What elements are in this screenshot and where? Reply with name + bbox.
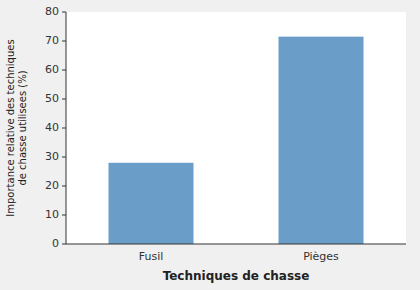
bar	[109, 163, 194, 244]
y-tick	[62, 215, 66, 216]
x-axis-label: Techniques de chasse	[163, 269, 310, 283]
plot-background	[66, 12, 406, 244]
y-tick-label: 50	[45, 92, 59, 105]
y-axis-line	[66, 12, 67, 244]
y-tick-label: 70	[45, 34, 59, 47]
bar	[279, 37, 364, 244]
y-tick-label: 20	[45, 179, 59, 192]
y-tick	[62, 128, 66, 129]
y-tick	[62, 99, 66, 100]
y-axis-label: Importance relative des techniquesde cha…	[5, 39, 28, 216]
y-tick-label: 40	[45, 121, 59, 134]
y-tick	[62, 244, 66, 245]
y-tick	[62, 70, 66, 71]
y-tick-label: 60	[45, 63, 59, 76]
x-axis-ticks: Fusil Pièges	[139, 250, 339, 263]
bars	[109, 37, 364, 244]
y-tick	[62, 157, 66, 158]
y-tick-label: 10	[45, 208, 59, 221]
y-tick-label: 0	[52, 237, 59, 250]
x-axis-line	[66, 244, 406, 245]
y-axis-ticks: 0 10 20 30 40 50 60 70 80	[45, 5, 66, 250]
x-tick-label: Pièges	[303, 250, 339, 263]
y-tick	[62, 186, 66, 187]
y-tick-label: 30	[45, 150, 59, 163]
x-tick-label: Fusil	[139, 250, 164, 263]
chart: 0 10 20 30 40 50 60 70 80 Fusil Pièges Techniques d…	[0, 0, 420, 290]
y-tick-label: 80	[45, 5, 59, 18]
chart-container: 0 10 20 30 40 50 60 70 80 Fusil Pièges Techniques d…	[0, 0, 420, 290]
y-tick	[62, 12, 66, 13]
y-tick	[62, 41, 66, 42]
